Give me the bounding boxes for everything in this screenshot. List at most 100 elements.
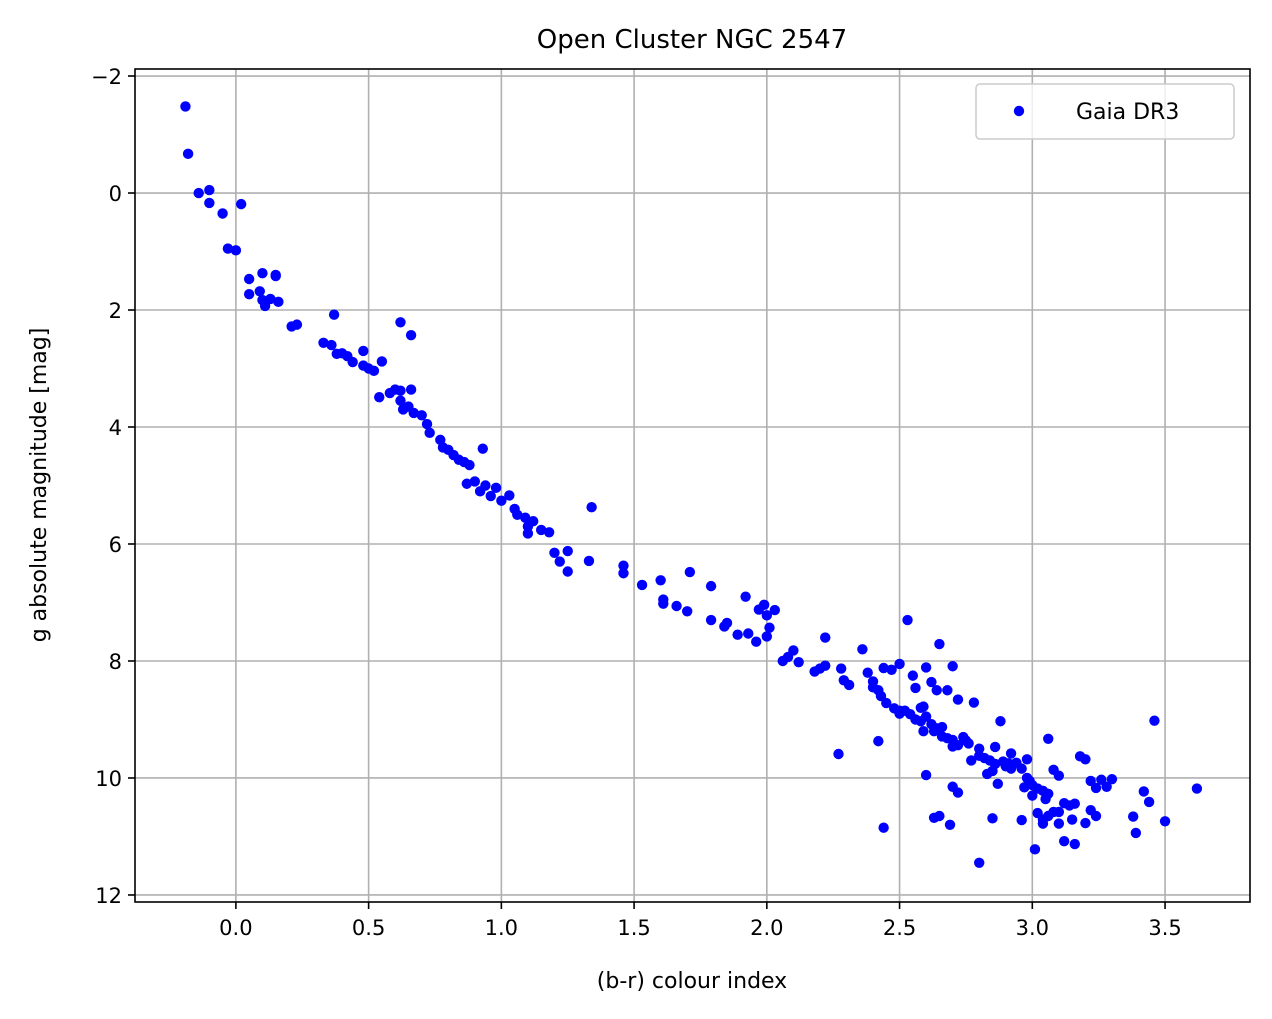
data-point (480, 480, 491, 491)
data-point (265, 293, 276, 305)
data-point (947, 741, 958, 752)
data-point (1149, 715, 1160, 726)
data-point (655, 575, 666, 586)
data-point (931, 685, 942, 696)
data-point (243, 289, 255, 300)
data-point (328, 309, 340, 320)
data-point (424, 427, 435, 439)
data-point (743, 628, 754, 639)
data-point (820, 632, 831, 643)
data-point (1016, 763, 1027, 774)
data-point (504, 490, 515, 501)
data-point (461, 478, 473, 489)
data-point (397, 404, 409, 415)
data-point (562, 545, 573, 557)
legend: Gaia DR3 (975, 83, 1235, 140)
x-tick-label: 3.5 (1148, 916, 1181, 940)
data-point (421, 418, 433, 430)
data-point (1043, 733, 1054, 744)
data-point (522, 528, 534, 539)
data-point (1080, 754, 1091, 765)
data-point (928, 725, 940, 737)
data-point (732, 629, 743, 640)
data-point (193, 187, 204, 199)
data-point (920, 662, 932, 673)
data-point (543, 527, 555, 538)
data-point (636, 579, 648, 591)
data-point (562, 566, 573, 577)
data-point (528, 515, 539, 527)
data-point (907, 670, 919, 681)
data-point (1021, 754, 1033, 765)
x-tick-label: 1.5 (617, 916, 650, 940)
y-tick-label: 2 (109, 299, 122, 323)
data-point (974, 857, 985, 869)
data-point (490, 482, 502, 494)
data-point (554, 556, 565, 567)
data-point (942, 733, 953, 744)
data-point (358, 345, 369, 357)
data-point (942, 685, 953, 696)
data-point (1159, 816, 1171, 827)
data-point (1080, 817, 1091, 829)
data-point (618, 560, 629, 571)
data-point (512, 509, 523, 520)
data-point (1027, 790, 1038, 801)
data-point (1143, 796, 1155, 808)
data-point (835, 663, 847, 674)
data-point (995, 716, 1006, 727)
data-point (496, 495, 507, 506)
data-point (910, 682, 921, 694)
data-point (1085, 804, 1096, 816)
x-tick-label: 2.0 (750, 916, 783, 940)
data-point (485, 490, 496, 502)
x-tick-label: 2.5 (883, 916, 916, 940)
data-point (618, 568, 629, 579)
data-point (989, 741, 1001, 753)
data-point (204, 197, 215, 209)
data-point (684, 566, 696, 578)
y-tick-label: 10 (95, 767, 122, 791)
data-point (586, 501, 597, 513)
data-point (968, 697, 980, 708)
data-point (926, 676, 937, 688)
data-point (1106, 773, 1118, 785)
x-tick-label: 1.0 (485, 916, 518, 940)
data-point (1066, 814, 1078, 825)
data-point (920, 711, 932, 722)
data-point (867, 676, 879, 687)
data-point (405, 384, 417, 395)
grid (135, 69, 1250, 902)
y-axis-label: g absolute magnitude [mag] (27, 328, 52, 643)
data-point (230, 245, 242, 256)
y-tick-label: 4 (109, 416, 122, 440)
data-point (915, 702, 927, 713)
data-point (180, 101, 191, 112)
data-point (1127, 811, 1139, 822)
x-tick-label: 3.0 (1016, 916, 1049, 940)
data-point (764, 622, 775, 633)
data-point (405, 329, 417, 341)
data-point (1058, 835, 1070, 847)
data-point (254, 286, 265, 297)
data-point (992, 778, 1003, 790)
data-point (318, 337, 329, 348)
data-point (987, 765, 998, 777)
y-tick-label: 0 (109, 182, 122, 206)
data-point (878, 662, 889, 674)
data-point (833, 748, 844, 760)
data-point (886, 664, 897, 675)
data-point (902, 614, 913, 626)
data-point (793, 656, 804, 668)
data-point (878, 822, 889, 833)
x-tick-label: 0.0 (219, 916, 252, 940)
data-point (671, 600, 682, 612)
data-point (374, 391, 385, 403)
data-point (944, 819, 956, 830)
data-point (966, 755, 977, 766)
data-point (952, 787, 964, 798)
data-point (788, 645, 799, 656)
data-point (549, 547, 560, 558)
